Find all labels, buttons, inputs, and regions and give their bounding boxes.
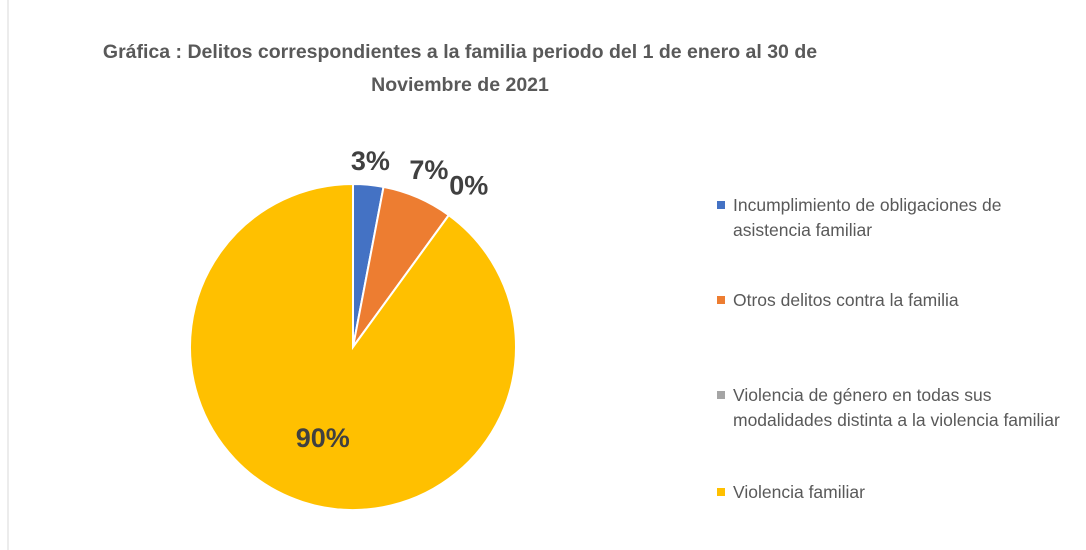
legend-item: Otros delitos contra la familia — [717, 288, 959, 313]
legend-label: Violencia familiar — [733, 482, 865, 502]
legend-item: Violencia familiar — [717, 480, 1063, 505]
legend-label: Incumplimiento de obligaciones de asiste… — [733, 195, 1002, 240]
legend-label: Otros delitos contra la familia — [733, 290, 959, 310]
pie: 3% 7%0% 90% — [189, 146, 517, 511]
legend-swatch — [717, 296, 725, 304]
legend-item: Incumplimiento de obligaciones de asiste… — [717, 193, 1063, 243]
legend-swatch — [717, 391, 725, 399]
data-label: 0% — [449, 171, 488, 201]
legend-swatch — [717, 488, 725, 496]
legend-swatch — [717, 201, 725, 209]
chart-title: Gráfica : Delitos correspondientes a la … — [102, 41, 818, 96]
data-label: 3% — [351, 146, 390, 176]
data-label: 90% — [296, 423, 350, 453]
legend-label: Violencia de género en todas sus modalid… — [733, 385, 1060, 430]
data-label: 7% — [409, 155, 448, 185]
legend-item: Violencia de género en todas sus modalid… — [717, 383, 1063, 433]
pie-slice — [189, 182, 517, 511]
